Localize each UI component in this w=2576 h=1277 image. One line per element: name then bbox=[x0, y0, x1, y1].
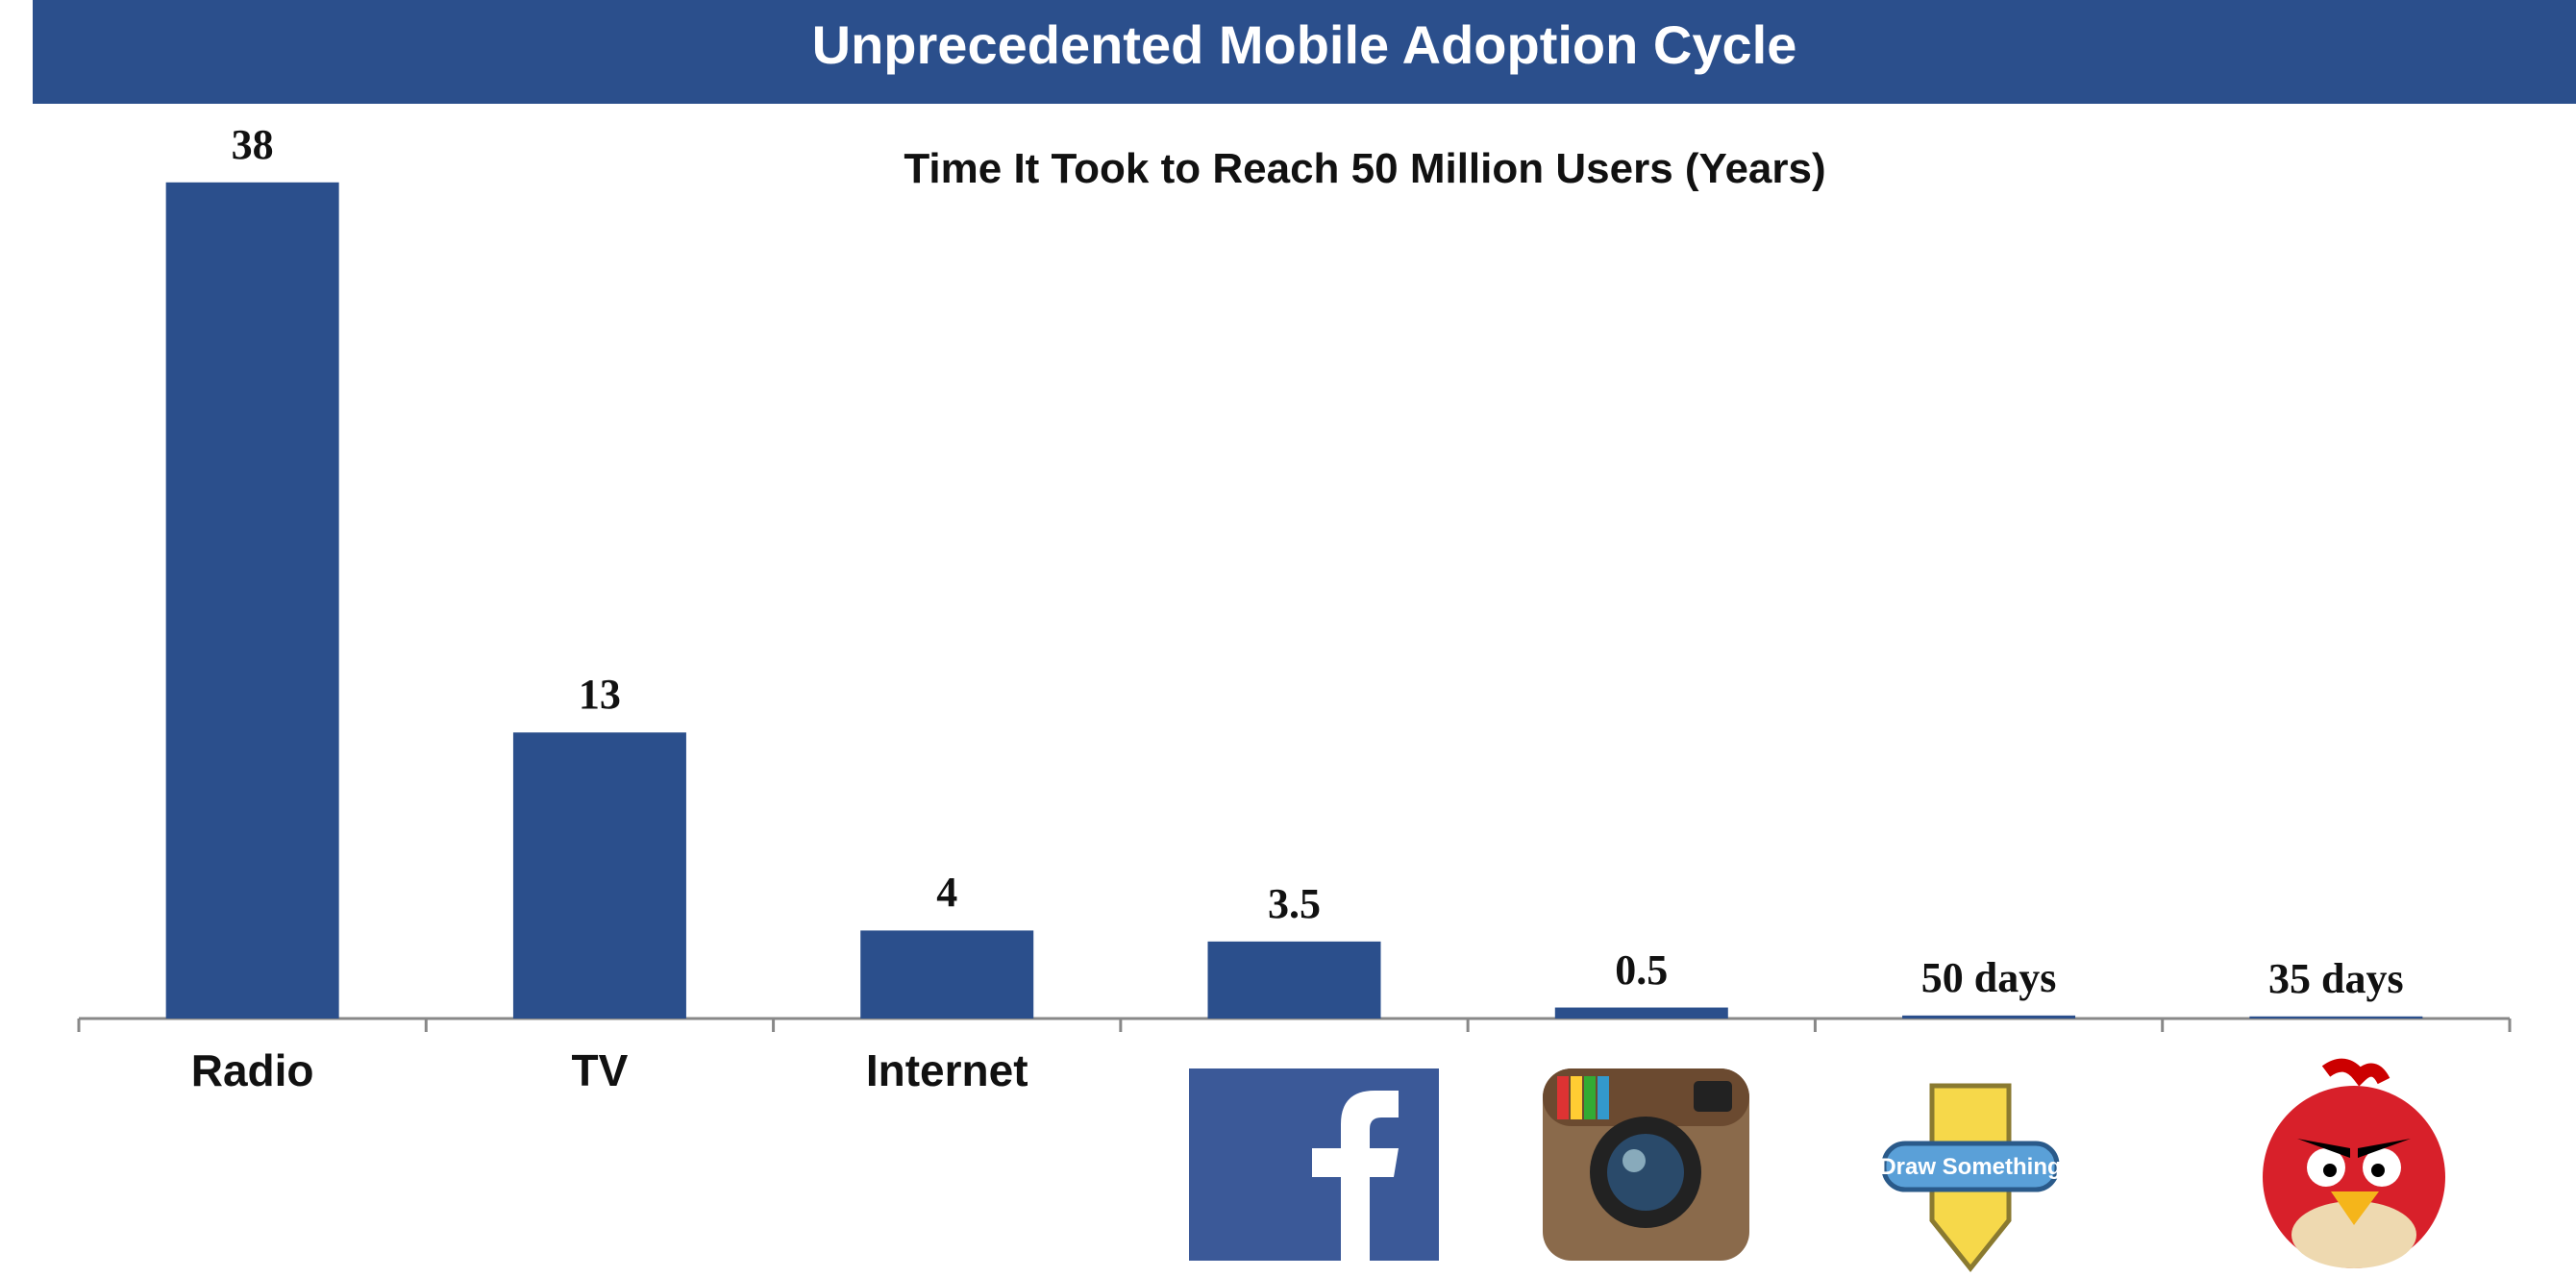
chart-subtitle: Time It Took to Reach 50 Million Users (… bbox=[904, 145, 1825, 192]
x-tick-label: TV bbox=[572, 1045, 629, 1095]
value-label: 38 bbox=[231, 120, 274, 168]
svg-text:Draw Something: Draw Something bbox=[1879, 1154, 2061, 1180]
value-label: 3.5 bbox=[1268, 879, 1321, 927]
angry-bird-logo bbox=[2263, 1058, 2445, 1268]
value-label: 13 bbox=[578, 671, 621, 719]
chart-title: Unprecedented Mobile Adoption Cycle bbox=[812, 14, 1797, 75]
instagram-logo bbox=[1543, 1068, 1749, 1261]
bar bbox=[1902, 1015, 2076, 1019]
title-bar bbox=[33, 0, 2576, 104]
bar bbox=[1554, 1007, 1728, 1019]
bar bbox=[1207, 941, 1381, 1019]
bar bbox=[165, 182, 339, 1019]
value-label: 4 bbox=[936, 869, 958, 917]
x-tick-label: Internet bbox=[866, 1045, 1028, 1095]
bar bbox=[860, 930, 1034, 1019]
x-tick-label: Radio bbox=[191, 1045, 314, 1095]
bar bbox=[2249, 1016, 2423, 1019]
value-label: 35 days bbox=[2268, 954, 2404, 1002]
value-label: 50 days bbox=[1920, 953, 2057, 1001]
facebook-logo bbox=[1189, 1068, 1439, 1261]
value-label: 0.5 bbox=[1615, 945, 1669, 994]
draw-something-logo: Draw Something bbox=[1879, 1083, 2062, 1273]
bar bbox=[512, 732, 686, 1019]
